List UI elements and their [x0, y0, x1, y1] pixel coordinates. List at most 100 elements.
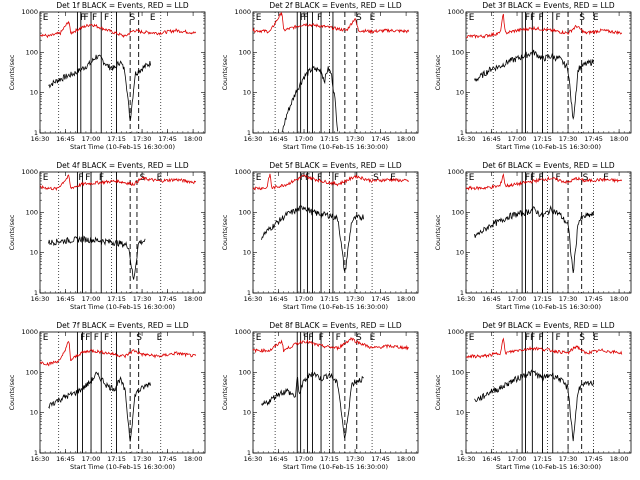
x-tick-label: 16:45: [56, 295, 75, 303]
x-tick-label: 16:45: [482, 135, 501, 143]
y-axis-label: Counts/sec: [8, 214, 16, 250]
lld-series-line: [39, 174, 197, 192]
y-axis-label: Counts/sec: [434, 214, 442, 250]
y-tick-label: 1000: [21, 328, 38, 336]
marker-letter: S: [579, 333, 585, 343]
y-axis-label: Counts/sec: [221, 374, 229, 410]
marker-letter: F: [104, 333, 109, 343]
panel-title: Det 6f BLACK = Events, RED = LLD: [482, 161, 615, 170]
x-tick-label: 17:30: [559, 455, 578, 463]
x-tick-label: 17:30: [346, 455, 365, 463]
events-series-line: [281, 64, 339, 133]
x-tick-label: 17:15: [533, 295, 552, 303]
y-tick-label: 1: [34, 289, 38, 297]
x-tick-label: 18:00: [610, 455, 629, 463]
chart-panel: Det 8f BLACK = Events, RED = LLD 1 10 100 10…: [221, 321, 419, 471]
x-tick-label: 17:30: [133, 295, 152, 303]
marker-letter: F: [334, 173, 339, 183]
x-tick-label: 17:00: [82, 455, 101, 463]
events-series-line: [474, 49, 594, 120]
marker-letter: F: [80, 333, 85, 343]
x-tick-label: 16:45: [269, 135, 288, 143]
marker-letter: F: [538, 173, 543, 183]
x-tick-label: 16:30: [31, 455, 50, 463]
y-axis-label: Counts/sec: [8, 54, 16, 90]
y-tick-label: 10: [456, 249, 464, 257]
y-tick-label: 10: [456, 89, 464, 97]
x-tick-label: 17:00: [508, 455, 527, 463]
marker-letter: F: [319, 333, 324, 343]
y-tick-label: 100: [452, 208, 464, 216]
x-tick-label: 17:30: [133, 135, 152, 143]
marker-letter: F: [530, 173, 535, 183]
events-series-line: [48, 54, 151, 121]
marker-letter: F: [78, 173, 83, 183]
x-tick-label: 17:45: [584, 455, 603, 463]
y-tick-label: 100: [239, 208, 251, 216]
y-tick-label: 1000: [447, 328, 464, 336]
x-tick-label: 18:00: [397, 455, 416, 463]
events-series-line: [474, 369, 594, 442]
x-axis-label: Start Time (10-Feb-15 16:30:00): [70, 143, 175, 151]
y-tick-label: 10: [243, 249, 251, 257]
x-tick-label: 17:15: [107, 135, 126, 143]
x-tick-label: 17:00: [295, 135, 314, 143]
x-tick-label: 16:45: [269, 295, 288, 303]
marker-letter: F: [538, 13, 543, 23]
lld-series-line: [466, 337, 623, 359]
marker-letter: F: [104, 13, 109, 23]
y-axis-label: Counts/sec: [221, 214, 229, 250]
y-tick-label: 1000: [21, 8, 38, 16]
x-tick-label: 18:00: [610, 295, 629, 303]
panel-title: Det 7f BLACK = Events, RED = LLD: [56, 321, 189, 330]
plot-frame: [252, 331, 419, 454]
marker-letter: E: [469, 173, 475, 183]
y-axis-label: Counts/sec: [221, 54, 229, 90]
marker-letter: F: [308, 333, 313, 343]
y-tick-label: 1000: [447, 168, 464, 176]
marker-letter: E: [370, 13, 376, 23]
x-tick-label: 17:30: [133, 455, 152, 463]
events-series-line: [48, 371, 151, 442]
y-tick-label: 1: [460, 289, 464, 297]
events-series-line: [48, 235, 146, 280]
x-tick-label: 18:00: [184, 455, 203, 463]
x-tick-label: 16:45: [482, 295, 501, 303]
panel-title: Det 5f BLACK = Events, RED = LLD: [269, 161, 402, 170]
y-axis-label: Counts/sec: [434, 374, 442, 410]
x-tick-label: 17:15: [533, 135, 552, 143]
y-tick-label: 1000: [447, 8, 464, 16]
lld-series-line: [252, 173, 410, 191]
y-tick-label: 100: [452, 368, 464, 376]
plot-frame: [252, 171, 419, 294]
plot-frame: [465, 331, 632, 454]
events-series-line: [261, 205, 364, 272]
marker-letter: F: [300, 173, 305, 183]
marker-letter: F: [303, 13, 308, 23]
lld-series-line: [465, 13, 623, 40]
y-tick-label: 100: [26, 48, 38, 56]
x-tick-label: 17:30: [559, 295, 578, 303]
marker-letter: S: [373, 173, 379, 183]
y-tick-label: 100: [239, 48, 251, 56]
x-axis-label: Start Time (10-Feb-15 16:30:00): [496, 143, 601, 151]
marker-letter: S: [356, 333, 362, 343]
marker-letter: F: [530, 13, 535, 23]
y-tick-label: 1: [34, 449, 38, 457]
x-tick-label: 17:45: [158, 455, 177, 463]
marker-letter: F: [300, 13, 305, 23]
x-tick-label: 17:45: [584, 295, 603, 303]
panel-title: Det 8f BLACK = Events, RED = LLD: [269, 321, 402, 330]
marker-letter: F: [555, 333, 560, 343]
chart-panel: Det 3f BLACK = Events, RED = LLD 1 10 100 10…: [434, 1, 632, 151]
x-axis-label: Start Time (10-Feb-15 16:30:00): [496, 463, 601, 471]
marker-letter: E: [390, 173, 396, 183]
y-tick-label: 10: [243, 89, 251, 97]
x-tick-label: 16:30: [457, 295, 476, 303]
x-tick-label: 17:00: [508, 295, 527, 303]
marker-letter: E: [593, 333, 599, 343]
x-tick-label: 16:30: [457, 135, 476, 143]
y-tick-label: 1000: [21, 168, 38, 176]
marker-letter: F: [530, 333, 535, 343]
lld-series-line: [39, 340, 197, 367]
